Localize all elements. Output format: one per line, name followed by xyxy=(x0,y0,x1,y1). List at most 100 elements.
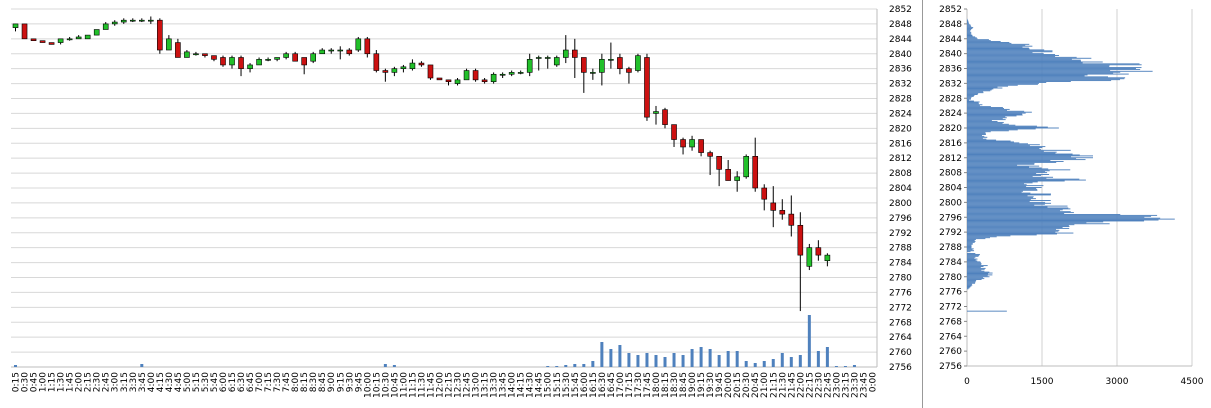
profile-bar xyxy=(967,48,1030,50)
profile-bar xyxy=(967,209,1063,211)
candle xyxy=(463,68,470,81)
profile-y-tick-label: 2804 xyxy=(939,184,962,194)
candle-body xyxy=(292,53,298,62)
candle xyxy=(184,50,190,58)
profile-bar xyxy=(967,236,997,238)
profile-bar xyxy=(967,110,1025,112)
candle-body xyxy=(788,213,795,226)
candle xyxy=(599,53,605,86)
main-x-tick-label: 2:45 xyxy=(102,372,112,392)
profile-bar xyxy=(967,155,1094,157)
main-y-tick-label: 2772 xyxy=(889,303,912,313)
profile-bar xyxy=(967,141,1014,143)
profile-bar xyxy=(967,157,1093,159)
main-x-tick-label: 10:45 xyxy=(390,372,400,398)
main-x-tick-label: 0:00 xyxy=(868,372,878,392)
profile-bar xyxy=(967,205,1068,207)
main-y-tick-label: 2780 xyxy=(889,274,912,284)
main-y-tick-label: 2784 xyxy=(889,259,912,269)
candle xyxy=(12,23,19,32)
candle-body xyxy=(211,55,217,60)
profile-bar xyxy=(967,28,973,29)
profile-bar xyxy=(967,70,1153,72)
candle-body xyxy=(662,109,668,125)
candle xyxy=(328,48,335,54)
profile-bar xyxy=(967,250,975,252)
main-y-tick-label: 2824 xyxy=(889,109,912,119)
candle-body xyxy=(427,64,434,79)
profile-bar xyxy=(967,119,1006,121)
profile-bar xyxy=(967,196,1034,198)
profile-bar xyxy=(967,138,987,140)
profile-bar xyxy=(967,133,986,135)
candle xyxy=(211,55,217,62)
profile-bar xyxy=(967,234,1037,236)
main-x-tick-label: 15:00 xyxy=(544,372,554,398)
volume-bar xyxy=(645,353,649,367)
profile-bar xyxy=(967,239,976,241)
profile-bar xyxy=(967,68,1136,69)
profile-bar xyxy=(967,26,972,28)
profile-bar xyxy=(967,183,1025,185)
volume-bar xyxy=(843,366,847,367)
profile-bar xyxy=(967,152,1056,154)
profile-bar xyxy=(967,94,978,95)
volume-bar xyxy=(555,366,559,367)
profile-bar xyxy=(967,57,1092,59)
profile-bar xyxy=(967,232,1074,234)
profile-bar xyxy=(967,112,1026,114)
main-x-tick-label: 19:30 xyxy=(706,372,716,398)
candle-body xyxy=(409,62,416,69)
profile-bar xyxy=(967,175,1033,177)
candle xyxy=(373,50,380,73)
profile-bar xyxy=(967,65,1110,67)
candle xyxy=(734,171,740,192)
candle-body xyxy=(590,72,596,74)
profile-bar xyxy=(967,198,1036,200)
candle-body xyxy=(328,49,335,52)
candle-body xyxy=(256,59,262,66)
profile-bar xyxy=(967,286,971,288)
profile-bar xyxy=(967,181,1038,183)
profile-bar xyxy=(967,98,971,100)
profile-bar xyxy=(967,256,976,258)
profile-bar xyxy=(967,100,974,102)
profile-bar xyxy=(967,172,1048,174)
profile-bar xyxy=(967,39,989,41)
candle-body xyxy=(716,156,722,170)
profile-bar xyxy=(967,284,973,286)
profile-bar xyxy=(967,222,1087,224)
profile-bar xyxy=(967,192,1031,194)
profile-bar xyxy=(967,214,1158,216)
profile-bar xyxy=(967,72,1114,74)
main-x-tick-label: 19:15 xyxy=(697,372,707,398)
candle xyxy=(680,137,686,155)
candle xyxy=(698,139,704,157)
candle xyxy=(48,42,55,45)
profile-bar xyxy=(967,42,1012,44)
candle xyxy=(391,66,398,77)
profile-bar xyxy=(967,262,982,264)
profile-bar xyxy=(967,266,984,267)
main-x-tick-label: 16:00 xyxy=(580,372,590,398)
profile-bar xyxy=(967,24,971,26)
volume-bar xyxy=(582,364,586,367)
candle-body xyxy=(472,70,479,81)
profile-bar xyxy=(967,272,993,274)
main-x-tick-label: 13:00 xyxy=(472,372,482,398)
profile-bar xyxy=(967,258,978,260)
candle xyxy=(39,40,46,43)
main-y-tick-label: 2836 xyxy=(889,65,912,75)
candle xyxy=(517,70,524,75)
main-y-tick-label: 2828 xyxy=(889,95,912,105)
main-y-tick-label: 2804 xyxy=(889,184,912,194)
candle-body xyxy=(725,169,731,181)
candle-body xyxy=(265,59,271,61)
profile-bar xyxy=(967,228,1057,230)
candle-body xyxy=(319,49,326,55)
main-x-tick-label: 7:15 xyxy=(264,372,274,392)
main-x-tick-label: 7:45 xyxy=(282,372,292,392)
profile-bar xyxy=(967,33,971,35)
main-x-tick-label: 1:15 xyxy=(48,372,58,392)
